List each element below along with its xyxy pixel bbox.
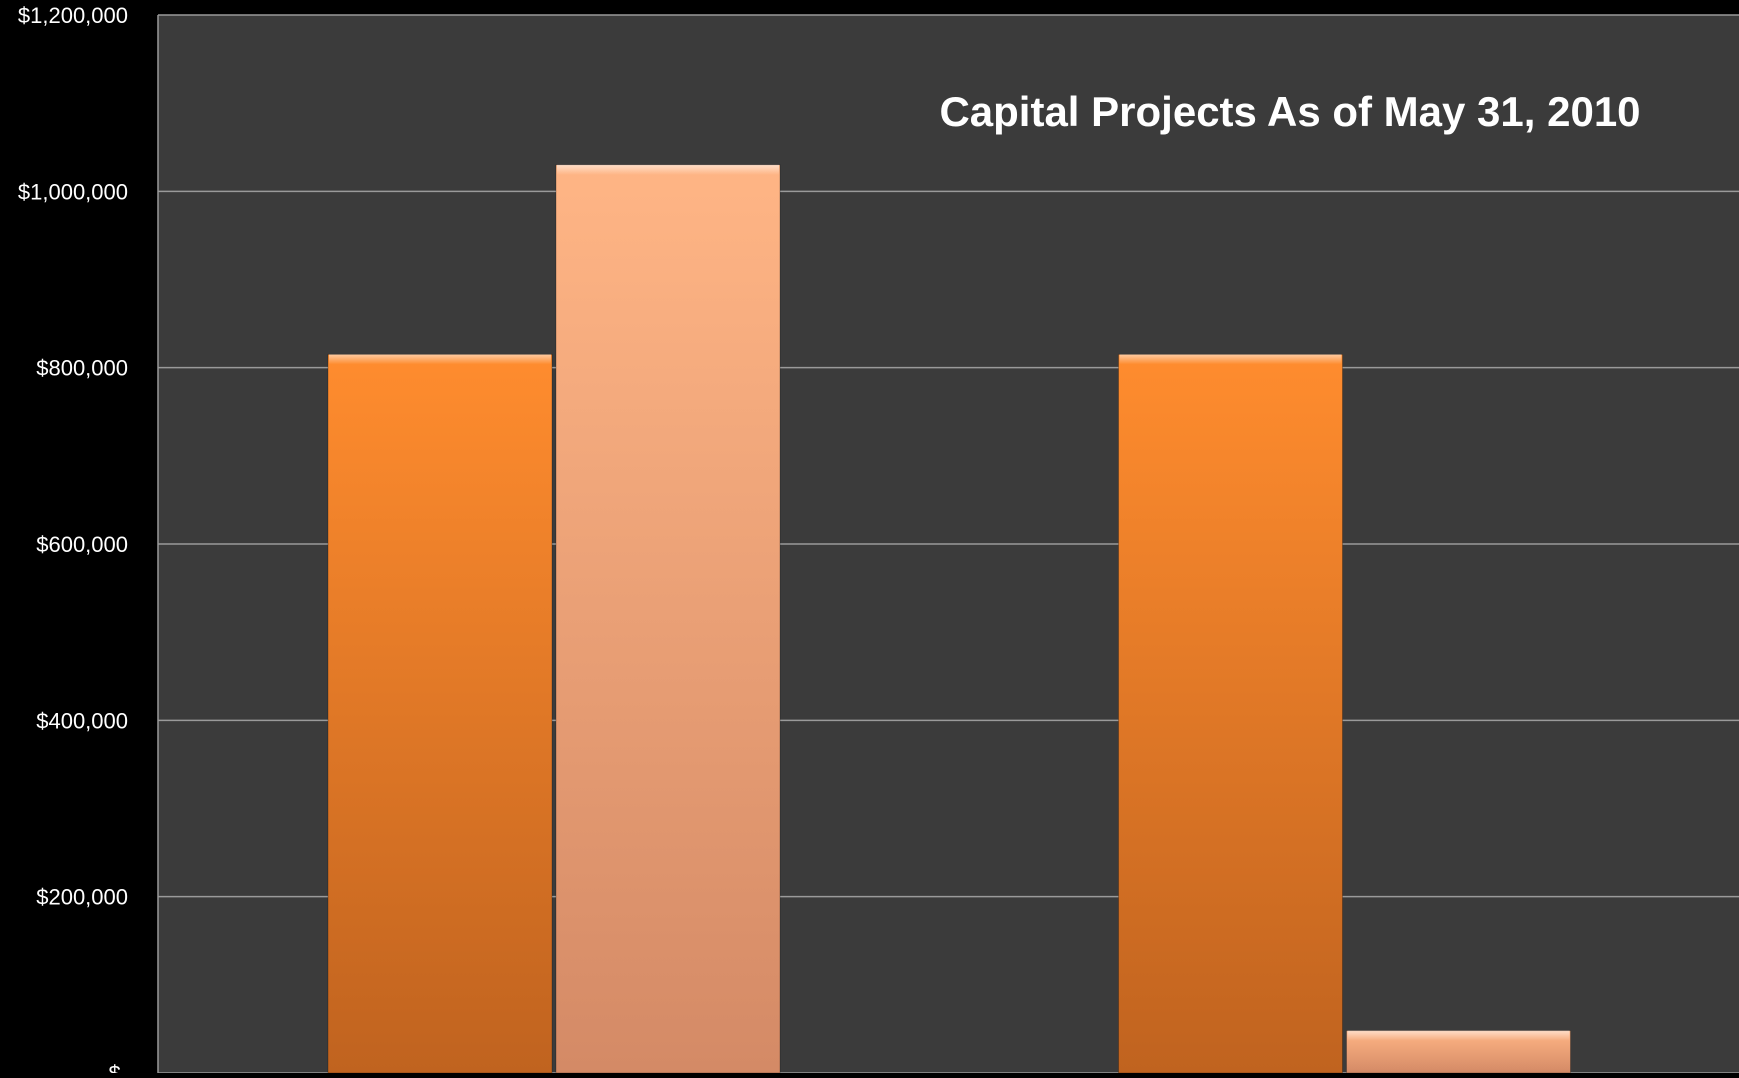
y-tick-label: $1,200,000 xyxy=(18,3,128,28)
y-tick-label: $- xyxy=(108,1061,128,1073)
bars xyxy=(327,164,1571,1074)
y-axis: $- $200,000 $400,000 $600,000 $800,000 $1,000… xyxy=(18,3,159,1078)
y-tick-label: $200,000 xyxy=(36,885,128,910)
y-tick-label: $1,000,000 xyxy=(18,179,128,204)
y-tick-label: $400,000 xyxy=(36,708,128,733)
bar-series-2-category-1 xyxy=(555,164,781,1074)
bar-highlight xyxy=(1119,354,1342,365)
chart-title: Capital Projects As of May 31, 2010 xyxy=(939,88,1640,135)
bar-highlight xyxy=(329,354,551,365)
bar-series-1-category-1 xyxy=(327,353,553,1074)
bar-highlight xyxy=(1347,1030,1570,1041)
bar-highlight xyxy=(557,164,779,175)
y-tick-label: $800,000 xyxy=(36,356,128,381)
y-tick-label: $600,000 xyxy=(36,532,128,557)
bar-series-1-category-2 xyxy=(1118,353,1343,1074)
